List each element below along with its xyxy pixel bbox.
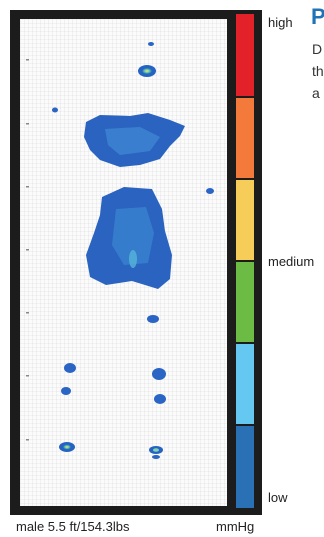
pressure-point bbox=[52, 107, 58, 113]
heel-left-hotspot bbox=[63, 444, 71, 450]
thigh-contact bbox=[147, 315, 159, 323]
scale-medium-label: medium bbox=[268, 254, 315, 269]
pressure-regions bbox=[52, 42, 214, 459]
scale-segment-red bbox=[236, 14, 254, 96]
pressure-map-image bbox=[20, 19, 227, 506]
scale-low-label: low bbox=[268, 490, 288, 505]
heel-right-hotspot bbox=[153, 448, 159, 452]
scale-segment-orange bbox=[236, 98, 254, 178]
panel-description: D th a bbox=[312, 38, 324, 104]
description-line: th bbox=[312, 63, 324, 79]
scale-high-label: high bbox=[268, 15, 293, 30]
pelvis-hotspot bbox=[129, 250, 137, 268]
calf-contact-left bbox=[64, 363, 76, 373]
scale-segment-yellow bbox=[236, 180, 254, 260]
pressure-point bbox=[152, 455, 160, 459]
upper-back-core bbox=[105, 127, 160, 155]
calf-contact-right bbox=[152, 368, 166, 380]
calf-contact-right-2 bbox=[154, 394, 166, 404]
row-ticks bbox=[26, 59, 29, 441]
scale-segment-lightblue bbox=[236, 344, 254, 424]
panel-heading: P bbox=[311, 4, 324, 29]
head-hotspot bbox=[142, 68, 152, 74]
calf-contact-left-2 bbox=[61, 387, 71, 395]
scale-segment-blue bbox=[236, 426, 254, 508]
pelvis-core bbox=[112, 207, 154, 265]
scale-segment-green bbox=[236, 262, 254, 342]
description-line: a bbox=[312, 85, 320, 101]
subject-caption: male 5.5 ft/154.3lbs bbox=[16, 519, 130, 534]
pressure-map bbox=[20, 19, 227, 506]
description-line: D bbox=[312, 41, 323, 57]
pressure-point bbox=[148, 42, 154, 46]
pressure-point bbox=[206, 188, 214, 194]
unit-label: mmHg bbox=[216, 519, 255, 534]
pressure-scale-bar bbox=[236, 14, 254, 508]
